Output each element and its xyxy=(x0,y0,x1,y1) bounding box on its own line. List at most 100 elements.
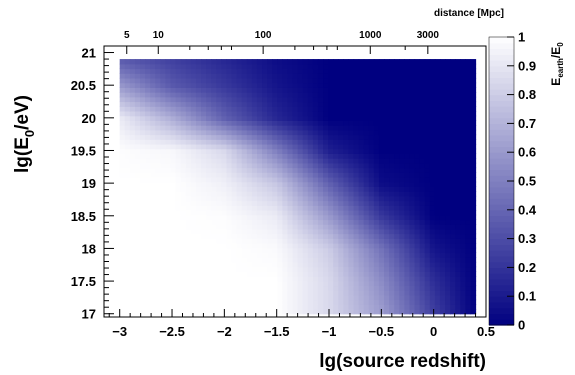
heatmap-cell xyxy=(389,290,395,296)
heatmap-cell xyxy=(262,252,268,258)
heatmap-cell xyxy=(241,257,248,263)
heatmap-cell xyxy=(307,77,314,84)
heatmap-cell xyxy=(226,125,233,131)
heatmap-cell xyxy=(134,252,141,258)
heatmap-cell xyxy=(307,148,314,154)
heatmap-cell xyxy=(282,224,289,230)
heatmap-cell xyxy=(328,191,334,197)
heatmap-cell xyxy=(338,153,344,159)
heatmap-cell xyxy=(155,290,161,296)
heatmap-cell xyxy=(236,285,243,291)
heatmap-cell xyxy=(470,191,477,197)
heatmap-cell xyxy=(165,96,172,103)
plot-area xyxy=(119,59,477,315)
heatmap-cell xyxy=(302,285,309,291)
heatmap-cell xyxy=(424,299,431,305)
heatmap-cell xyxy=(389,92,395,98)
heatmap-cell xyxy=(429,139,436,145)
heatmap-cell xyxy=(267,101,273,107)
heatmap-cell xyxy=(246,257,253,263)
heatmap-cell xyxy=(302,148,309,154)
colorbar-segment xyxy=(489,134,514,142)
heatmap-cell xyxy=(206,280,212,287)
heatmap-cell xyxy=(180,176,187,183)
heatmap-cell xyxy=(140,299,146,305)
heatmap-cell xyxy=(409,139,416,145)
heatmap-cell xyxy=(262,143,268,150)
heatmap-cell xyxy=(251,125,258,131)
heatmap-cell xyxy=(389,205,395,211)
heatmap-cell xyxy=(272,181,278,187)
heatmap-cell xyxy=(201,271,207,277)
heatmap-cell xyxy=(424,228,431,235)
heatmap-cell xyxy=(292,120,299,126)
heatmap-cell xyxy=(195,285,202,291)
heatmap-cell xyxy=(129,191,136,197)
heatmap-cell xyxy=(317,191,324,197)
heatmap-cell xyxy=(246,290,253,296)
heatmap-cell xyxy=(414,257,421,263)
heatmap-cell xyxy=(221,68,228,74)
heatmap-cell xyxy=(150,195,156,202)
heatmap-cell xyxy=(185,120,192,126)
heatmap-cell xyxy=(267,162,273,169)
heatmap-cell xyxy=(343,115,350,121)
heatmap-cell xyxy=(267,158,273,164)
heatmap-cell xyxy=(256,59,263,65)
heatmap-cell xyxy=(348,143,355,150)
heatmap-cell xyxy=(419,143,426,150)
heatmap-cell xyxy=(267,82,273,88)
heatmap-cell xyxy=(404,309,411,315)
heatmap-cell xyxy=(434,143,441,150)
heatmap-cell xyxy=(373,261,380,268)
heatmap-cell xyxy=(465,266,472,272)
heatmap-cell xyxy=(272,228,278,235)
heatmap-cell xyxy=(343,191,350,197)
heatmap-cell xyxy=(251,252,258,258)
heatmap-cell xyxy=(211,224,217,230)
colorbar-tick-label: 0.1 xyxy=(518,289,536,304)
heatmap-cell xyxy=(465,271,472,277)
heatmap-cell xyxy=(150,158,156,164)
heatmap-cell xyxy=(251,63,258,70)
heatmap-cell xyxy=(150,115,156,121)
heatmap-cell xyxy=(378,87,385,93)
heatmap-cell xyxy=(338,200,344,206)
heatmap-cell xyxy=(292,96,299,103)
heatmap-cell xyxy=(231,92,238,98)
heatmap-cell xyxy=(312,247,319,254)
heatmap-cell xyxy=(262,219,268,225)
colorbar-segment xyxy=(489,232,514,240)
heatmap-cell xyxy=(348,242,355,249)
heatmap-cell xyxy=(439,257,446,263)
heatmap-cell xyxy=(231,290,238,296)
heatmap-cell xyxy=(450,309,456,315)
heatmap-cell xyxy=(302,214,309,221)
heatmap-cell xyxy=(460,238,466,244)
heatmap-cell xyxy=(134,233,141,239)
heatmap-cell xyxy=(211,233,217,239)
heatmap-cell xyxy=(373,110,380,117)
heatmap-cell xyxy=(129,158,136,164)
heatmap-cell xyxy=(338,214,344,221)
heatmap-cell xyxy=(195,309,202,315)
heatmap-cell xyxy=(439,219,446,225)
heatmap-cell xyxy=(302,63,309,70)
heatmap-cell xyxy=(165,162,172,169)
heatmap-cell xyxy=(328,158,334,164)
heatmap-cell xyxy=(333,167,339,173)
heatmap-cell xyxy=(201,153,207,159)
heatmap-cell xyxy=(216,294,222,301)
heatmap-cell xyxy=(211,285,217,291)
heatmap-cell xyxy=(145,257,151,263)
heatmap-cell xyxy=(211,261,217,268)
heatmap-cell xyxy=(358,129,365,136)
heatmap-cell xyxy=(348,294,355,301)
heatmap-cell xyxy=(368,252,375,258)
heatmap-cell xyxy=(282,82,289,88)
heatmap-cell xyxy=(282,63,289,70)
heatmap-cell xyxy=(307,172,314,178)
heatmap-cell xyxy=(140,68,146,74)
heatmap-cell xyxy=(378,59,385,65)
heatmap-cell xyxy=(414,139,421,145)
